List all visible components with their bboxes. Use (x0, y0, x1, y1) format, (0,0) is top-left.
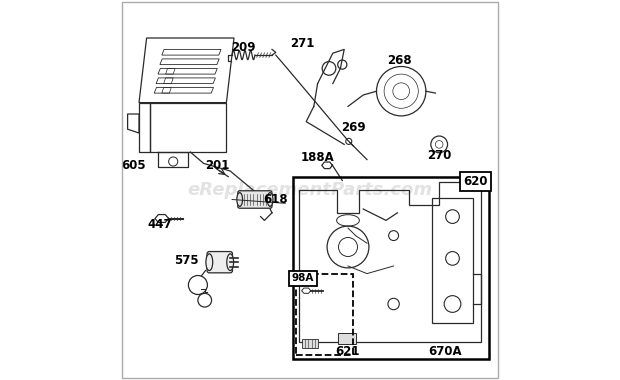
Text: 605: 605 (121, 159, 146, 172)
Text: eReplacementParts.com: eReplacementParts.com (187, 181, 433, 199)
Text: 269: 269 (342, 121, 366, 134)
Text: 270: 270 (427, 149, 451, 162)
Bar (293, 177, 489, 359)
FancyBboxPatch shape (238, 191, 272, 208)
Text: 268: 268 (387, 54, 412, 67)
FancyBboxPatch shape (207, 252, 232, 273)
Text: 621: 621 (336, 345, 360, 358)
Ellipse shape (227, 254, 234, 271)
Bar (296, 274, 353, 355)
Text: 209: 209 (231, 41, 255, 54)
Text: 98A: 98A (292, 273, 314, 283)
Ellipse shape (206, 254, 213, 271)
Ellipse shape (237, 193, 242, 206)
Ellipse shape (267, 193, 273, 206)
Text: 271: 271 (290, 37, 314, 50)
Text: 620: 620 (463, 175, 487, 188)
Text: 618: 618 (264, 193, 288, 206)
Text: 670A: 670A (428, 345, 462, 358)
Text: 575: 575 (174, 254, 199, 267)
Bar (303, 339, 317, 348)
Text: 201: 201 (205, 159, 229, 172)
Text: 447: 447 (148, 218, 172, 231)
Text: 188A: 188A (301, 151, 334, 164)
Bar (339, 333, 356, 344)
